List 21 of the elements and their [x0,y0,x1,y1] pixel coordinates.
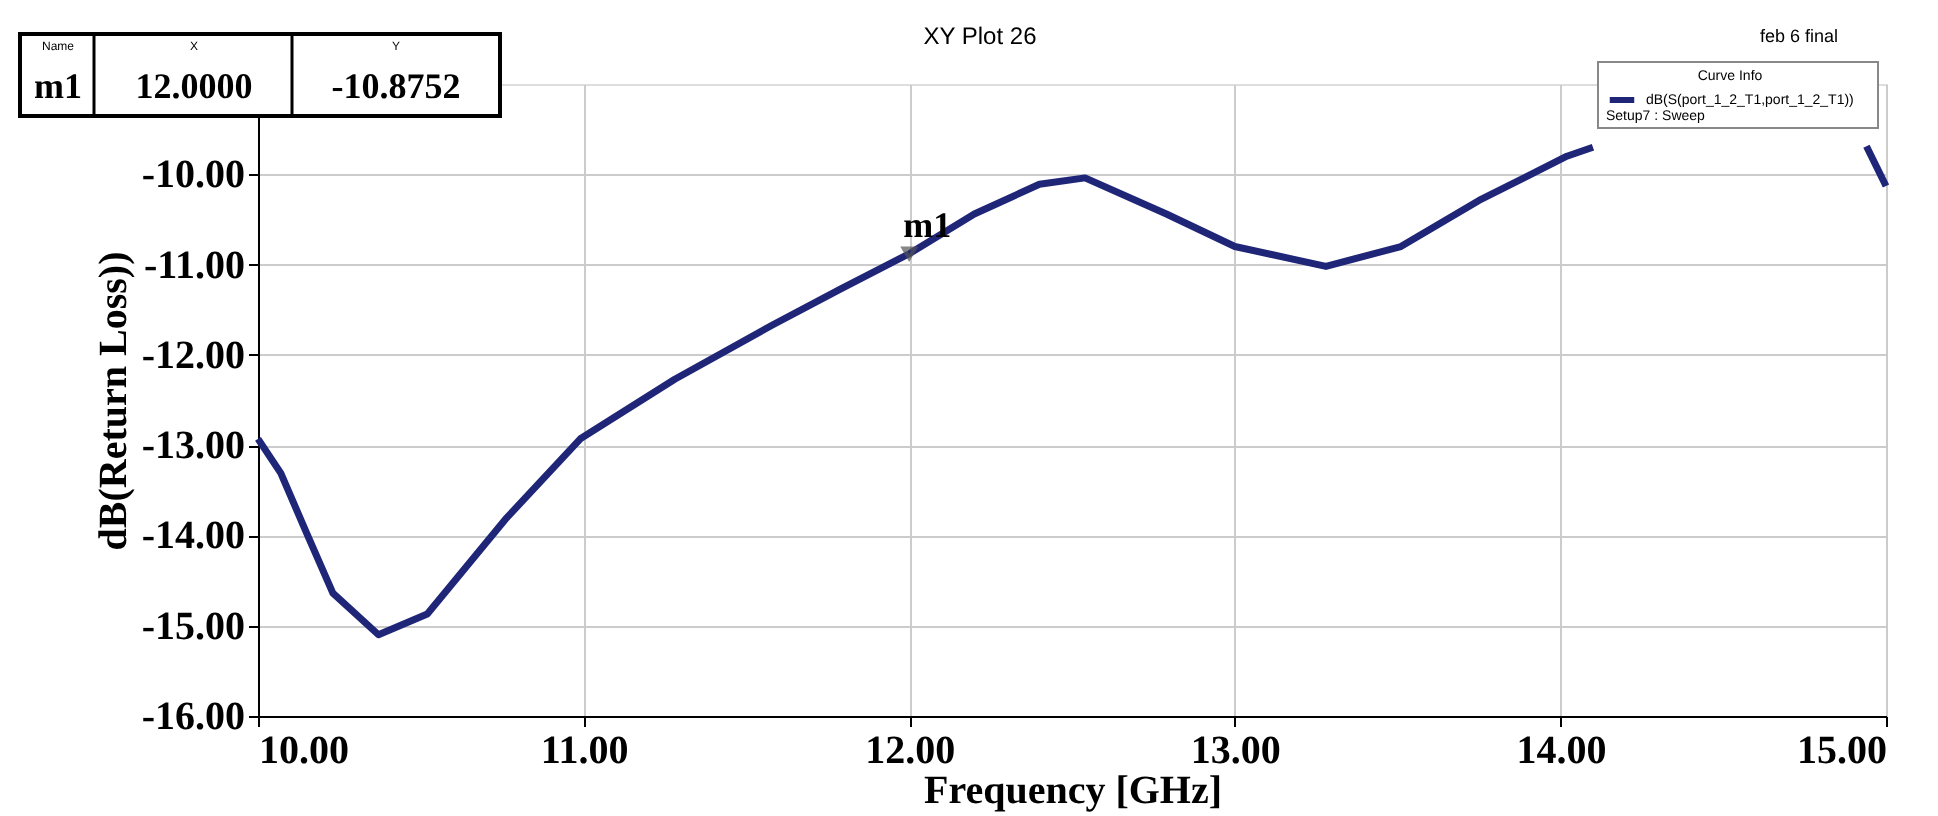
y-tick-label: -15.00 [141,604,245,649]
y-tick-label: -16.00 [141,695,245,739]
text: m1 [34,66,82,106]
chart-title: XY Plot 26 [923,22,1038,50]
x-tick-label: 10.00 [259,729,349,773]
x-tick-label: 14.00 [1516,729,1607,773]
y-tick-label: -11.00 [143,243,245,288]
y-tick-label: -10.00 [141,153,245,198]
x-tick-label: 13.00 [1190,729,1281,773]
y-tick-label: -12.00 [141,333,245,378]
text: 12.0000 [135,66,253,106]
y-tick-label: -14.00 [141,514,245,559]
annotation: m1 [903,205,952,246]
y-tick-label: -13.00 [141,424,245,469]
annotation: -10.8752 [331,66,461,106]
x-tick-label: 15.00 [1797,729,1887,773]
y-axis-title: dB(Return Loss)) [91,251,136,551]
x-tick-label: 11.00 [540,729,629,773]
x-axis-title: Frequency [GHz] [923,769,1223,813]
text: feb 6 final [1759,26,1838,46]
x-tick-label: 12.00 [865,729,956,773]
